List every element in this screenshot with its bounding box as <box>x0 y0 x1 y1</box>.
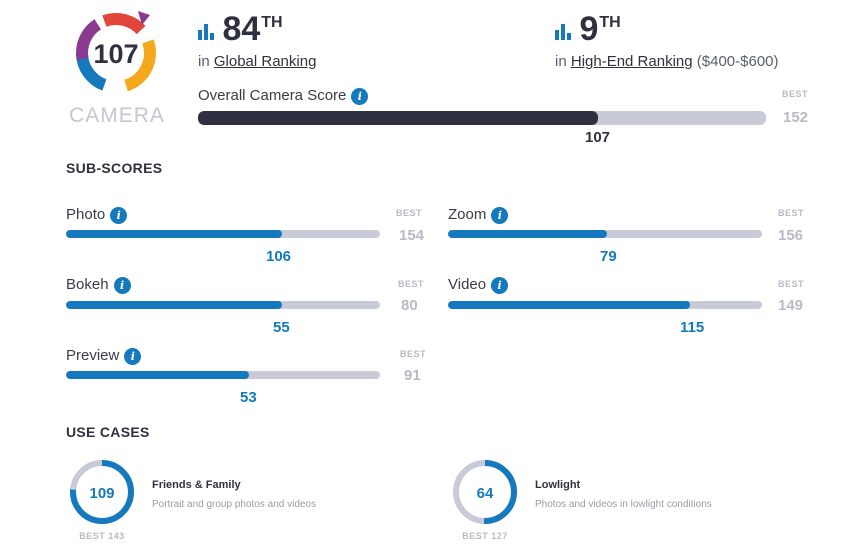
video-best-label: BEST <box>778 279 805 289</box>
friends-family-score: 109 <box>89 485 115 502</box>
segment-rank-prefix: in <box>555 53 567 70</box>
use-cases-title: USE CASES <box>66 424 150 440</box>
overall-label: Overall Camera Score <box>198 87 347 104</box>
lowlight-score: 64 <box>476 485 494 502</box>
segment-price-range: ($400-$600) <box>696 53 779 70</box>
global-ranking-link[interactable]: Global Ranking <box>213 53 317 70</box>
bokeh-score-fill <box>66 301 283 309</box>
lowlight-best: BEST 127 <box>462 531 508 541</box>
global-rank: 84TH <box>198 12 283 46</box>
bokeh-label: Bokeh <box>66 276 109 293</box>
photo-best-value: 154 <box>399 227 425 244</box>
info-icon[interactable]: i <box>124 347 142 365</box>
global-rank-line: in Global Ranking <box>198 53 316 70</box>
global-rank-number: 84 <box>222 10 261 48</box>
overall-best-label: BEST <box>782 89 809 99</box>
preview-best-label: BEST <box>400 349 427 359</box>
bokeh-score-value: 55 <box>273 319 290 336</box>
info-icon[interactable]: i <box>113 276 131 294</box>
friends-family-ring <box>70 460 134 524</box>
segment-rank-number: 9 <box>579 10 599 48</box>
segment-rank-line: in High-End Ranking ($400-$600) <box>555 53 779 70</box>
info-icon[interactable]: i <box>110 206 128 224</box>
zoom-score-value: 79 <box>600 248 617 265</box>
preview-score-value: 53 <box>240 389 257 406</box>
info-icon[interactable]: i <box>491 276 509 294</box>
video-label: Video <box>448 276 487 293</box>
video-score-fill <box>448 301 691 309</box>
global-rank-suffix: TH <box>261 14 283 31</box>
ring-progress <box>453 460 517 524</box>
bar-chart-icon <box>555 24 571 40</box>
segment-rank: 9TH <box>555 12 621 46</box>
lowlight-title: Lowlight <box>535 479 581 491</box>
preview-label: Preview <box>66 347 120 364</box>
info-icon[interactable]: i <box>351 87 369 105</box>
segment-rank-suffix: TH <box>599 14 621 31</box>
logo-category: CAMERA <box>69 104 165 127</box>
ring-progress <box>70 460 134 524</box>
photo-score-bar <box>66 230 380 238</box>
dxomark-logo: 107 <box>76 11 156 93</box>
overall-score-fill <box>198 111 598 125</box>
zoom-label: Zoom <box>448 206 487 223</box>
overall-score-value: 107 <box>585 129 611 146</box>
video-score-bar <box>448 301 762 309</box>
photo-score-value: 106 <box>266 248 292 265</box>
info-icon[interactable]: i <box>491 206 509 224</box>
zoom-score-fill <box>448 230 607 238</box>
photo-label: Photo <box>66 206 106 223</box>
bokeh-best-value: 80 <box>401 297 418 314</box>
overall-best-value: 152 <box>783 109 809 126</box>
zoom-score-bar <box>448 230 762 238</box>
video-label-row: Video i <box>448 276 509 294</box>
photo-score-fill <box>66 230 283 238</box>
global-rank-prefix: in <box>198 53 210 70</box>
bar-chart-icon <box>198 24 214 40</box>
friends-family-desc: Portrait and group photos and videos <box>152 499 316 510</box>
photo-best-label: BEST <box>396 208 423 218</box>
zoom-best-value: 156 <box>778 227 804 244</box>
zoom-best-label: BEST <box>778 208 805 218</box>
preview-best-value: 91 <box>404 367 421 384</box>
bokeh-score-bar <box>66 301 380 309</box>
video-best-value: 149 <box>778 297 804 314</box>
lowlight-desc: Photos and videos in lowlight conditions <box>535 499 712 510</box>
preview-label-row: Preview i <box>66 347 142 365</box>
preview-score-fill <box>66 371 249 379</box>
overall-label-row: Overall Camera Score i <box>198 87 369 105</box>
high-end-ranking-link[interactable]: High-End Ranking <box>570 53 693 70</box>
bokeh-best-label: BEST <box>398 279 425 289</box>
subscores-title: SUB-SCORES <box>66 160 163 176</box>
preview-score-bar <box>66 371 380 379</box>
photo-label-row: Photo i <box>66 206 128 224</box>
overall-score-bar <box>198 111 766 125</box>
logo-score: 107 <box>93 39 138 69</box>
friends-family-best: BEST 143 <box>79 531 125 541</box>
zoom-label-row: Zoom i <box>448 206 509 224</box>
video-score-value: 115 <box>680 319 705 336</box>
lowlight-ring <box>453 460 517 524</box>
friends-family-title: Friends & Family <box>152 479 241 491</box>
bokeh-label-row: Bokeh i <box>66 276 131 294</box>
